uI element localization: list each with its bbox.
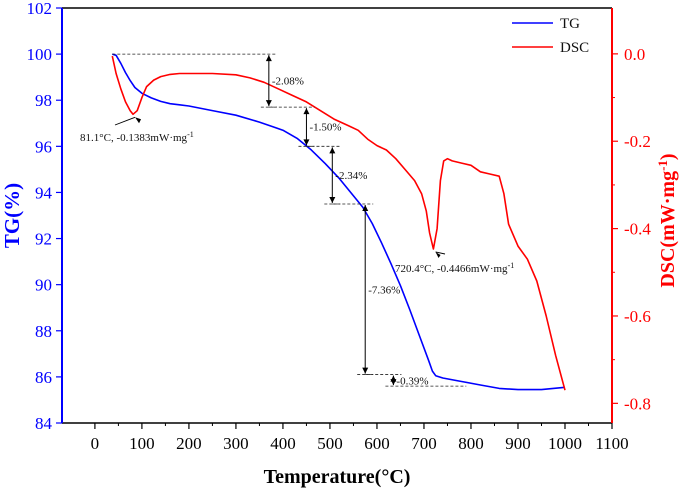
step-arrow-head: [303, 139, 310, 146]
right-y-axis-title: DSC(mW·mg-1): [655, 153, 680, 287]
series-line-tg: [112, 53, 566, 391]
step-label: -1.50%: [309, 122, 341, 134]
peak-annotation-arrowhead: [435, 251, 441, 258]
left-y-tick-label: 90: [35, 276, 52, 295]
legend-label-dsc: DSC: [560, 40, 589, 56]
right-y-tick-label: -0.8: [624, 394, 651, 413]
right-y-axis-title-main: DSC(mW·mg: [657, 171, 679, 288]
left-y-axis-title: TG(%): [0, 183, 24, 248]
left-y-tick-label: 102: [27, 0, 53, 18]
peak-annotation-arrowhead: [135, 117, 142, 124]
step-arrow-head: [329, 147, 336, 154]
right-y-tick-label: -0.6: [624, 307, 651, 326]
x-tick-label: 300: [223, 434, 249, 453]
x-tick-label: 1100: [595, 434, 628, 453]
peak-annotation-label: 81.1°C, -0.1383mW·mg-1: [80, 130, 194, 145]
x-tick-label: 400: [270, 434, 296, 453]
x-tick-label: 800: [458, 434, 484, 453]
step-arrow-head: [362, 367, 369, 374]
step-arrow-head: [329, 196, 336, 203]
left-y-tick-label: 98: [35, 91, 52, 110]
right-y-axis-title-end: ): [657, 153, 679, 160]
step-label: -0.39%: [396, 375, 428, 387]
left-y-tick-label: 92: [35, 230, 52, 249]
legend-label-tg: TG: [560, 16, 580, 32]
x-tick-label: 500: [317, 434, 343, 453]
left-y-tick-label: 86: [35, 368, 52, 387]
peak-annotation-label-exp: -1: [187, 130, 194, 139]
step-arrow-head: [265, 100, 272, 107]
x-tick-label: 900: [505, 434, 531, 453]
peak-annotation-label-text: 81.1°C, -0.1383mW·mg: [80, 132, 188, 144]
step-label: -2.34%: [335, 170, 367, 182]
peak-annotation-pointer: [114, 116, 136, 126]
step-label: -7.36%: [368, 284, 400, 296]
series-line-dsc: [111, 55, 566, 391]
peak-annotation-label: 720.4°C, -0.4466mW·mg-1: [395, 261, 514, 276]
step-arrow-head: [390, 379, 397, 386]
left-y-tick-label: 96: [35, 137, 52, 156]
left-y-tick-label: 88: [35, 322, 52, 341]
x-tick-label: 100: [129, 434, 155, 453]
x-axis-title: Temperature(°C): [264, 466, 411, 488]
right-y-tick-label: -0.2: [624, 132, 651, 151]
x-tick-label: 200: [176, 434, 202, 453]
x-tick-label: 0: [91, 434, 100, 453]
step-label: -2.08%: [272, 76, 304, 88]
left-y-tick-label: 94: [35, 183, 53, 202]
x-tick-label: 1000: [548, 434, 582, 453]
peak-annotation-pointer: [435, 251, 446, 255]
peak-annotation-label-exp: -1: [508, 261, 515, 270]
x-tick-label: 700: [411, 434, 437, 453]
step-arrow-head: [265, 55, 272, 62]
left-y-tick-label: 100: [27, 45, 53, 64]
right-y-tick-label: 0.0: [624, 45, 645, 64]
left-y-tick-label: 84: [35, 414, 53, 433]
right-y-axis-title-exp: -1: [655, 160, 670, 171]
step-arrow-head: [362, 204, 369, 211]
right-y-tick-label: -0.4: [624, 220, 651, 239]
peak-annotation-label-text: 720.4°C, -0.4466mW·mg: [395, 263, 508, 275]
x-tick-label: 600: [364, 434, 390, 453]
step-arrow-head: [303, 108, 310, 115]
